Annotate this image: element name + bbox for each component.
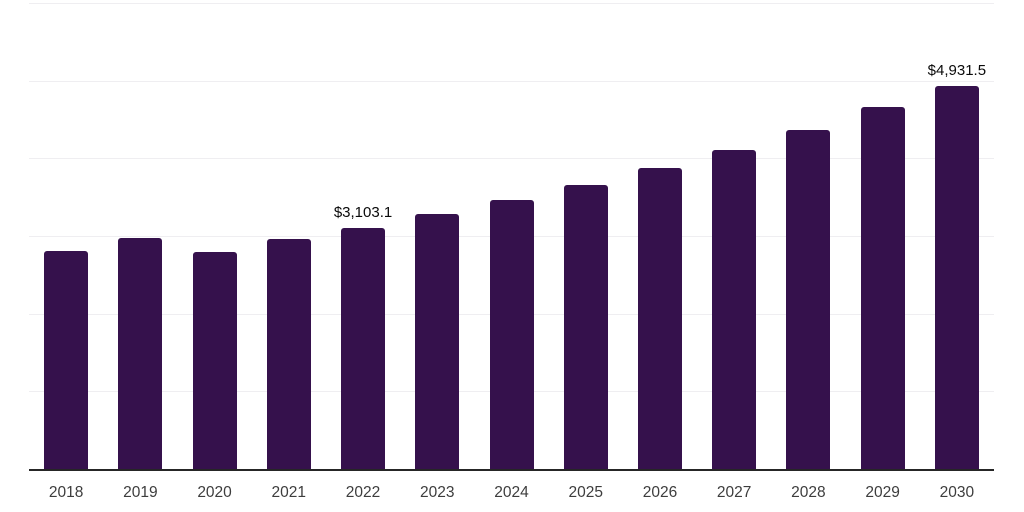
x-axis-line <box>29 469 994 471</box>
x-tick-label-2023: 2023 <box>420 484 455 501</box>
bar-2022 <box>341 227 386 469</box>
bar-2025 <box>563 185 608 469</box>
x-tick-label-2030: 2030 <box>939 484 975 501</box>
x-tick-label-2021: 2021 <box>271 484 307 501</box>
bar-2030 <box>934 85 979 469</box>
bar-2023 <box>415 214 460 469</box>
bar-2024 <box>489 199 534 469</box>
x-tick-label-2020: 2020 <box>197 484 232 501</box>
data-label-2030: $4,931.5 <box>927 61 987 79</box>
bar-2027 <box>712 150 757 469</box>
x-tick-label-2019: 2019 <box>123 484 158 501</box>
x-tick-label-2029: 2029 <box>865 484 900 501</box>
x-tick-label-2028: 2028 <box>791 484 826 501</box>
bar-2018 <box>44 251 89 469</box>
bar-2028 <box>786 130 831 469</box>
bar-2029 <box>860 107 905 469</box>
x-tick-label-2025: 2025 <box>568 484 603 501</box>
gridline <box>29 80 994 82</box>
bar-2020 <box>192 252 237 469</box>
gridline <box>29 3 994 4</box>
gridline <box>29 158 994 160</box>
data-label-2022: $3,103.1 <box>333 203 393 221</box>
bar-2021 <box>266 239 311 469</box>
x-tick-label-2022: 2022 <box>345 484 381 501</box>
x-tick-label-2018: 2018 <box>48 484 84 501</box>
x-tick-label-2026: 2026 <box>642 484 678 501</box>
bar-2026 <box>637 168 682 469</box>
bar-2019 <box>118 237 163 469</box>
x-tick-label-2024: 2024 <box>494 484 529 501</box>
x-tick-label-2027: 2027 <box>716 484 752 501</box>
